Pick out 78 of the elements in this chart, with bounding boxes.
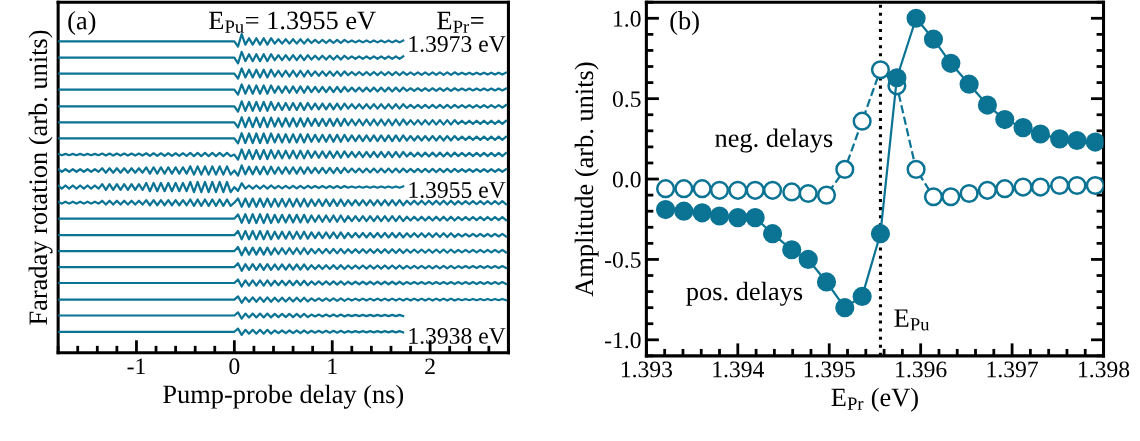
point	[1067, 175, 1087, 196]
point	[835, 298, 855, 318]
point	[728, 180, 748, 200]
x-tick-label: 1.394	[713, 361, 764, 378]
point	[656, 179, 676, 199]
annotation: (b)	[670, 11, 699, 35]
point	[1085, 132, 1104, 152]
point	[959, 74, 979, 94]
point	[835, 159, 855, 179]
y-axis-title: Faraday rotation (arb. units)	[28, 30, 53, 325]
point	[709, 206, 730, 226]
x-tick-label: 1.397	[987, 361, 1038, 378]
y-tick-label: 0.0	[612, 171, 641, 188]
point	[1030, 177, 1051, 197]
point	[798, 249, 818, 270]
point	[941, 53, 961, 73]
point	[692, 179, 712, 199]
x-tick-label: 1.395	[804, 361, 855, 378]
x-tick-label: 1.393	[621, 361, 673, 378]
point	[728, 208, 748, 228]
point	[977, 95, 997, 115]
series-label: 1.3973 eV	[409, 36, 506, 53]
y-tick-label: 0.5	[612, 91, 641, 108]
point	[674, 179, 694, 199]
point	[674, 201, 694, 221]
x-tick-label: 1.398	[1079, 361, 1130, 378]
x-tick-label: 1.396	[896, 361, 947, 378]
point	[1013, 177, 1033, 197]
point	[762, 224, 783, 244]
point	[923, 29, 944, 49]
x-tick-label: 2	[425, 358, 435, 375]
text: E$_{Pr}$=	[437, 11, 484, 33]
point	[923, 187, 944, 207]
point	[816, 272, 837, 292]
annotation: (a)	[68, 10, 96, 35]
y-tick-label: -0.5	[605, 251, 641, 268]
x-tick-label: 1	[328, 358, 337, 375]
series-label: 1.3955 eV	[409, 182, 506, 199]
point	[745, 180, 765, 200]
point	[656, 200, 676, 220]
point	[870, 60, 891, 80]
point	[1050, 175, 1070, 196]
point	[782, 240, 802, 260]
series-label: 1.3938 eV	[409, 327, 506, 344]
y-tick-label: 1.0	[614, 10, 641, 27]
point	[709, 180, 730, 200]
point	[941, 187, 961, 207]
x-axis-title: Pump-probe delay (ns)	[163, 384, 404, 409]
x-axis-title: E$_{Pr}$ (eV)	[831, 387, 918, 412]
point	[852, 111, 872, 131]
point	[1030, 124, 1051, 144]
y-axis-title: Amplitude (arb. units)	[574, 62, 599, 297]
x-tick-label: 0	[229, 358, 240, 375]
point	[1085, 175, 1104, 196]
series-label: neg. delays	[715, 128, 833, 153]
point	[816, 185, 837, 205]
text: E$_{Pu}$= 1.3955 eV	[209, 11, 376, 33]
point	[852, 286, 872, 306]
series-label: pos. delays	[686, 281, 803, 306]
point	[782, 182, 802, 202]
point	[692, 203, 712, 223]
y-tick-label: -1.0	[605, 332, 641, 349]
point	[906, 8, 926, 28]
point	[906, 159, 926, 179]
point	[870, 224, 891, 244]
x-tick-label: -1	[127, 358, 145, 375]
point	[995, 179, 1015, 199]
point	[1067, 130, 1087, 151]
point	[977, 180, 997, 200]
point	[745, 208, 765, 228]
point	[1013, 118, 1033, 138]
point	[959, 183, 979, 204]
point	[887, 68, 907, 88]
point	[798, 183, 818, 204]
point	[762, 180, 783, 200]
ref-line-label: E$_{Pu}$	[894, 309, 930, 331]
point	[1050, 129, 1070, 149]
point	[995, 109, 1015, 130]
